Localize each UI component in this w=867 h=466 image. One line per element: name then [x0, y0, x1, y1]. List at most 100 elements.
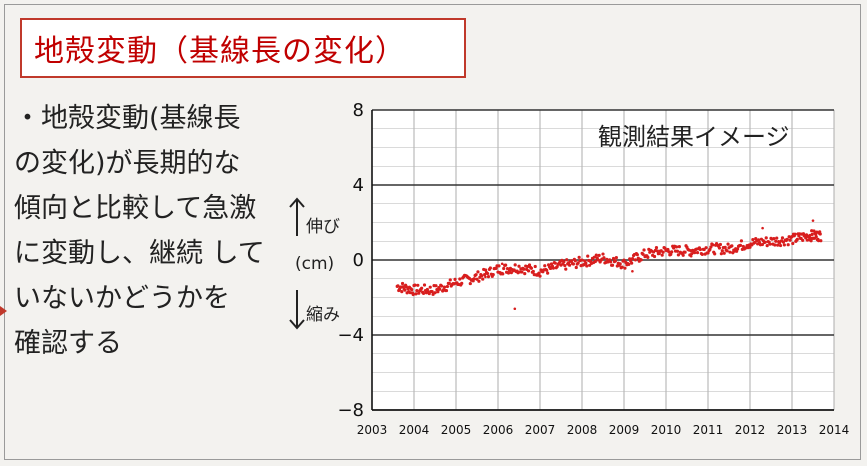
data-point: [584, 261, 588, 265]
data-point: [403, 288, 407, 292]
data-point: [440, 284, 444, 288]
extension-label: 伸び: [306, 217, 340, 237]
data-point: [795, 237, 799, 241]
data-point: [713, 252, 717, 256]
data-point: [765, 244, 769, 248]
data-point: [793, 232, 797, 236]
data-point: [571, 262, 576, 266]
slide-frame: [4, 4, 861, 460]
data-point: [681, 253, 685, 257]
data-point: [576, 261, 580, 265]
data-point: [677, 245, 681, 249]
y-tick-label: 4: [353, 175, 364, 196]
data-point: [553, 261, 557, 265]
data-point: [614, 255, 618, 260]
data-point: [735, 247, 740, 251]
data-point: [422, 283, 427, 287]
data-point: [630, 261, 634, 265]
body-text: ・地殻変動(基線長 の変化)が長期的な 傾向と比較して急激 に変動し、継続 して…: [14, 96, 304, 366]
data-point: [642, 248, 646, 252]
chart-title: 観測結果イメージ: [598, 123, 790, 151]
x-tick-label: 2009: [609, 423, 640, 437]
data-point: [613, 259, 618, 263]
data-point: [453, 277, 457, 281]
data-point: [580, 258, 584, 262]
data-point: [460, 281, 464, 285]
x-tick-label: 2005: [441, 423, 472, 437]
data-point: [573, 259, 577, 263]
data-point: [674, 245, 679, 249]
x-tick-label: 2003: [357, 423, 388, 437]
data-point: [438, 287, 442, 291]
data-point: [788, 238, 792, 242]
data-point: [641, 252, 645, 256]
data-point: [594, 253, 598, 257]
data-point: [396, 284, 400, 288]
data-point: [622, 258, 626, 262]
data-point: [428, 285, 432, 289]
data-point: [577, 255, 581, 259]
data-point: [411, 292, 415, 297]
data-point: [522, 267, 526, 271]
data-point: [791, 241, 795, 246]
data-point: [722, 251, 726, 255]
data-point: [652, 254, 657, 259]
data-point: [485, 271, 490, 276]
data-point: [416, 283, 420, 287]
y-tick-label: −4: [337, 325, 364, 346]
data-point: [748, 245, 752, 249]
data-point: [517, 264, 521, 268]
data-point: [700, 252, 704, 257]
data-point: [447, 281, 451, 285]
data-point: [494, 266, 498, 271]
data-point: [655, 249, 660, 253]
data-point: [709, 245, 713, 249]
data-point: [611, 256, 616, 261]
data-point: [545, 268, 549, 272]
data-point: [738, 243, 743, 247]
data-point: [723, 245, 727, 250]
data-point: [670, 250, 674, 254]
data-point: [726, 242, 730, 246]
data-point: [667, 250, 671, 254]
data-point: [504, 263, 508, 267]
data-point: [513, 263, 517, 267]
data-point: [720, 249, 724, 253]
data-point: [567, 263, 572, 267]
data-point: [480, 274, 484, 278]
data-point: [609, 260, 613, 264]
body-line: 確認する: [14, 328, 122, 359]
data-point: [468, 281, 472, 286]
data-point: [574, 265, 578, 270]
data-point: [531, 269, 535, 274]
data-point: [739, 239, 744, 243]
data-point: [458, 277, 462, 281]
x-tick-label: 2006: [483, 423, 514, 437]
data-point: [772, 237, 776, 241]
data-point: [773, 243, 777, 247]
data-point: [804, 236, 808, 240]
data-point: [786, 243, 790, 247]
data-point: [448, 278, 452, 282]
data-point: [533, 264, 537, 269]
data-point: [657, 251, 661, 256]
x-tick-label: 2008: [567, 423, 598, 437]
data-point: [472, 277, 476, 281]
data-point: [551, 266, 555, 270]
data-point: [400, 290, 404, 294]
pointer-arrow-icon: [0, 306, 7, 316]
data-point: [500, 262, 504, 266]
data-point: [775, 236, 779, 240]
data-point: [502, 266, 506, 271]
data-point: [676, 253, 681, 257]
data-point: [763, 240, 767, 244]
data-point: [811, 219, 815, 222]
data-point: [631, 269, 634, 273]
data-point: [675, 249, 680, 253]
data-point: [415, 288, 419, 293]
data-point: [538, 274, 542, 278]
data-point: [565, 258, 569, 262]
data-point: [639, 258, 643, 262]
data-point: [630, 256, 635, 261]
data-point: [430, 289, 434, 294]
